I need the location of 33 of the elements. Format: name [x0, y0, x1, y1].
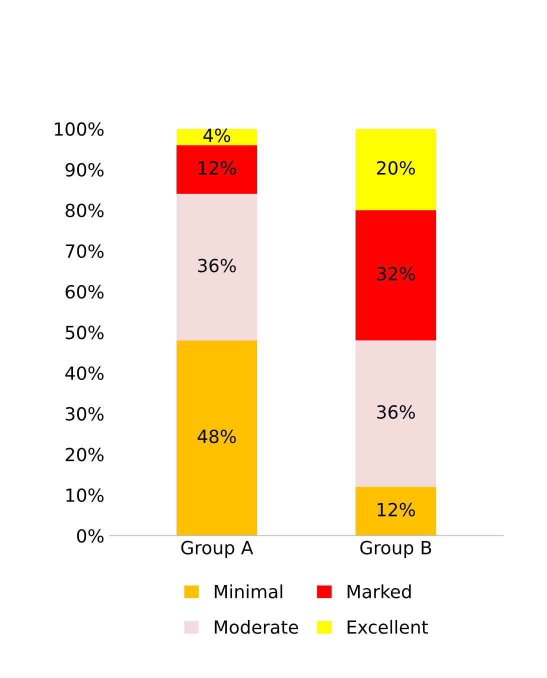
y-tick-label: 30% — [66, 407, 104, 421]
bar — [176, 145, 258, 194]
data-label: 12% — [198, 161, 236, 175]
bar — [356, 128, 436, 210]
data-label: 12% — [378, 502, 415, 516]
y-tick-label: 40% — [65, 366, 104, 380]
bar — [356, 486, 436, 536]
y-tick-label: 20% — [66, 448, 104, 462]
legend-label: Marked — [348, 584, 411, 598]
data-label: 20% — [377, 161, 415, 175]
legend-label: Excellent — [348, 620, 428, 634]
bar — [176, 128, 258, 146]
y-tick-label: 0% — [77, 529, 104, 543]
y-tick-label: 10% — [66, 488, 104, 502]
y-tick-label: 90% — [66, 162, 104, 177]
data-label: 48% — [198, 430, 236, 444]
data-label: 36% — [198, 258, 236, 272]
y-tick-label: 50% — [66, 326, 104, 340]
data-label: 4% — [203, 128, 230, 142]
y-tick-label: 80% — [66, 204, 104, 218]
legend-label: Moderate — [214, 620, 298, 634]
bar — [176, 194, 258, 340]
data-label: 36% — [377, 405, 415, 419]
y-tick-label: 100% — [54, 122, 104, 136]
bar — [356, 210, 436, 340]
y-tick-label: 60% — [66, 285, 104, 299]
x-tick-label: Group A — [181, 540, 254, 558]
data-label: 32% — [377, 266, 415, 281]
bar — [356, 340, 436, 487]
y-tick-label: 70% — [66, 244, 104, 258]
legend-label: Minimal — [214, 584, 282, 598]
bar — [176, 340, 258, 536]
x-tick-label: Group B — [360, 540, 432, 558]
